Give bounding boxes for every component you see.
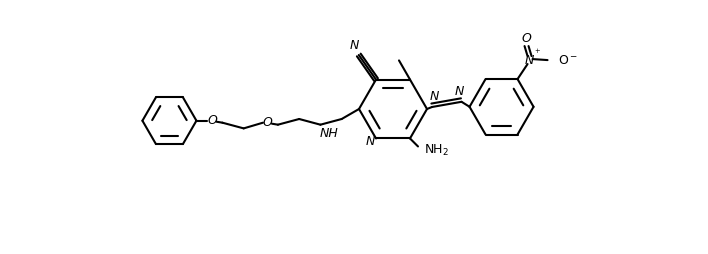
Text: N: N <box>525 54 535 67</box>
Text: NH$_2$: NH$_2$ <box>424 143 449 158</box>
Text: $^+$: $^+$ <box>533 48 542 58</box>
Text: NH: NH <box>320 127 338 140</box>
Text: O$^-$: O$^-$ <box>557 54 578 67</box>
Text: O: O <box>522 31 532 45</box>
Text: N: N <box>365 135 375 148</box>
Text: O: O <box>263 116 273 129</box>
Text: N: N <box>350 39 360 53</box>
Text: N: N <box>429 90 439 103</box>
Text: O: O <box>207 114 217 127</box>
Text: N: N <box>455 85 464 98</box>
